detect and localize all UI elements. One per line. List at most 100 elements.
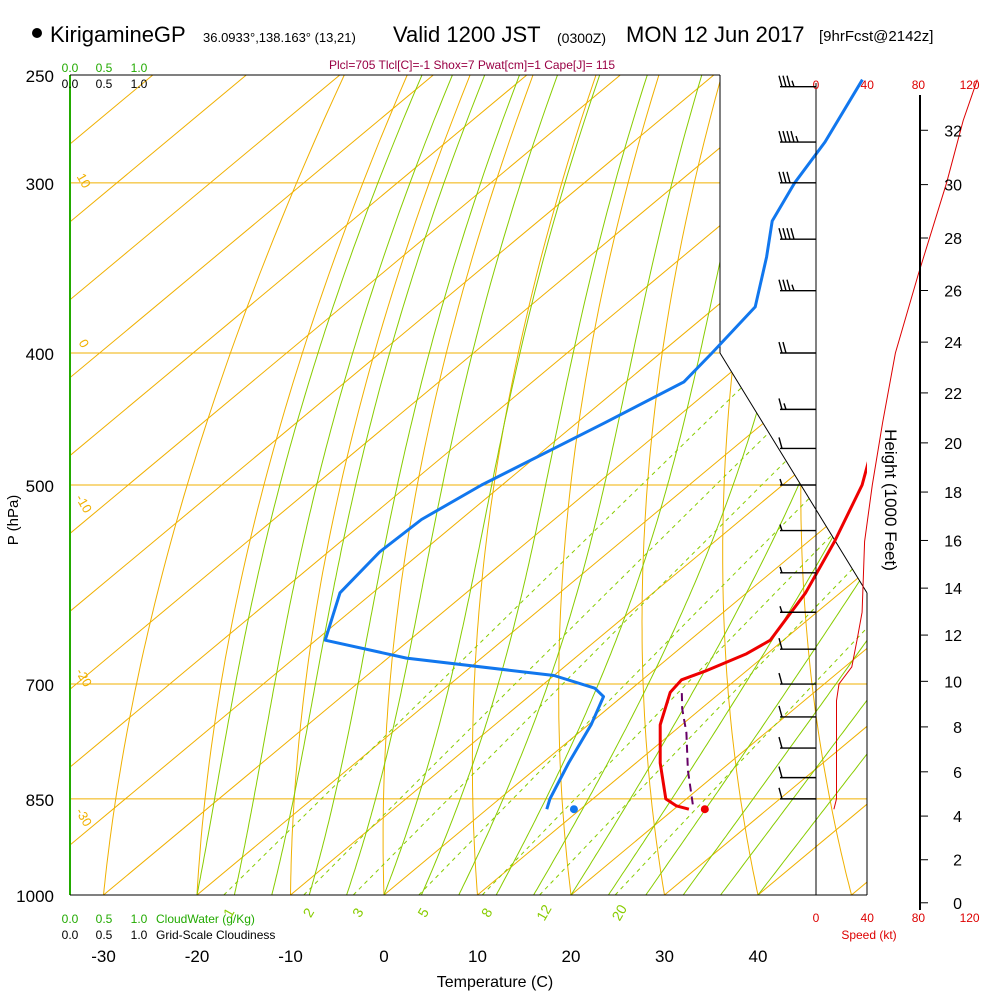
wind-barb-feather <box>778 672 783 685</box>
isotherm <box>103 258 867 895</box>
wind-barb-feather <box>782 75 787 87</box>
wind-barb-feather <box>790 130 795 143</box>
wind-top-tick-label: 40 <box>861 78 875 92</box>
dry-adiabat <box>290 75 471 895</box>
height-tick-label: 18 <box>944 485 962 502</box>
mixing-ratio-line <box>303 352 851 895</box>
wind-barb-feather <box>786 171 791 184</box>
wind-barb-feather <box>782 279 787 291</box>
moist-adiabat <box>495 75 766 895</box>
height-tick-label: 4 <box>953 809 962 826</box>
mixing-ratio-label: 2 <box>299 905 317 920</box>
station-coords: 36.0933°,138.163° (13,21) <box>203 30 356 45</box>
wind-barb <box>778 638 816 650</box>
diagonal-edge <box>719 352 868 594</box>
cloudiness-bottom-tick: 0.0 <box>62 928 79 942</box>
wind-barb <box>779 524 816 532</box>
station-marker-icon <box>32 28 42 38</box>
thermo-grid <box>70 75 867 895</box>
wind-barb-half-feather <box>783 403 787 410</box>
mixing-ratio-label: 8 <box>478 905 496 920</box>
isotherm <box>70 75 621 535</box>
dry-adiabat <box>641 75 723 895</box>
dry-adiabat <box>471 75 597 895</box>
mixing-ratio-label: 3 <box>349 905 367 920</box>
height-tick-label: 30 <box>944 178 962 195</box>
temperature-profile <box>658 461 867 811</box>
pressure-tick-label: 400 <box>26 345 54 364</box>
height-tick-label: 26 <box>944 284 962 301</box>
isotherm <box>70 75 715 612</box>
upper-mask-region <box>720 75 867 593</box>
height-tick-label: 16 <box>944 533 962 550</box>
wind-barb-feather <box>778 228 783 240</box>
valid-time-utc: (0300Z) <box>557 30 607 46</box>
wind-barb-feather <box>786 228 791 240</box>
mixing-ratio-label: 12 <box>533 902 555 924</box>
wind-barb-half-feather <box>779 478 783 486</box>
wind-barb-feather <box>790 228 795 240</box>
height-axis-title: Height (1000 Feet) <box>881 429 900 571</box>
wind-barb <box>778 171 816 184</box>
cloudwater-top-tick: 0.0 <box>62 61 79 75</box>
wind-bottom-tick-label: 120 <box>960 911 980 925</box>
temperature-tick-label: -10 <box>278 947 303 966</box>
temperature-tick-label: 40 <box>749 947 768 966</box>
wind-speed-profile <box>833 79 978 810</box>
wind-barb-feather <box>778 398 783 410</box>
wind-barb-feather <box>778 787 783 800</box>
surface-dewpoint-dot <box>569 805 578 814</box>
wind-barb-half-feather <box>791 284 795 291</box>
wind-barb <box>778 705 816 718</box>
height-tick-label: 6 <box>953 765 962 782</box>
wind-barb-feather <box>778 736 783 749</box>
wind-barb <box>778 130 816 143</box>
height-tick-label: 24 <box>944 335 962 352</box>
moist-adiabat <box>308 75 520 895</box>
moist-adiabat <box>271 75 486 895</box>
cloudwater-top-tick: 0.5 <box>96 61 113 75</box>
temperature-tick-label: 0 <box>379 947 388 966</box>
wind-barb <box>778 341 816 354</box>
stability-indices: Plcl=705 Tlcl[C]=-1 Shox=7 Pwat[cm]=1 Ca… <box>329 58 616 72</box>
moist-adiabat <box>346 75 558 895</box>
wind-speed-axis-label: Speed (kt) <box>841 928 896 942</box>
wind-barb <box>778 437 816 450</box>
height-tick-label: 0 <box>953 896 962 913</box>
mixing-ratio-label: 20 <box>608 902 630 924</box>
pressure-tick-label: 500 <box>26 477 54 496</box>
isotherm <box>664 725 867 895</box>
wind-barb-feather <box>778 437 783 449</box>
height-tick-label: 10 <box>944 674 962 691</box>
adiabat-label: 10 <box>74 171 94 191</box>
wind-top-tick-label: 120 <box>960 78 980 92</box>
wind-barb-feather <box>786 279 791 291</box>
upper-blank-area <box>720 75 867 593</box>
wind-barb-half-feather <box>795 135 799 143</box>
wind-barb <box>778 398 816 411</box>
wind-barb-feather <box>778 130 783 143</box>
moist-adiabat <box>682 639 867 895</box>
wind-top-tick-label: 80 <box>912 78 926 92</box>
wind-barb-feather <box>778 766 783 778</box>
height-tick-label: 14 <box>944 581 962 598</box>
cloudiness-top-tick: 1.0 <box>131 77 148 91</box>
adiabat-label: 0 <box>76 336 93 350</box>
wind-barb-feather <box>786 130 791 143</box>
pressure-tick-label: 1000 <box>16 887 54 906</box>
isotherm <box>70 75 434 379</box>
height-tick-label: 32 <box>944 123 962 140</box>
mixing-ratio-label: 5 <box>414 905 432 920</box>
height-tick-label: 20 <box>944 436 962 453</box>
pressure-tick-label: 700 <box>26 676 54 695</box>
adiabat-label: -20 <box>73 666 95 690</box>
pressure-tick-label: 850 <box>26 791 54 810</box>
wind-barb-half-feather <box>791 80 795 87</box>
wind-barb <box>778 279 816 292</box>
temperature-tick-label: 30 <box>655 947 674 966</box>
wind-top-tick-label: 0 <box>813 78 820 92</box>
moist-adiabat <box>720 699 867 895</box>
